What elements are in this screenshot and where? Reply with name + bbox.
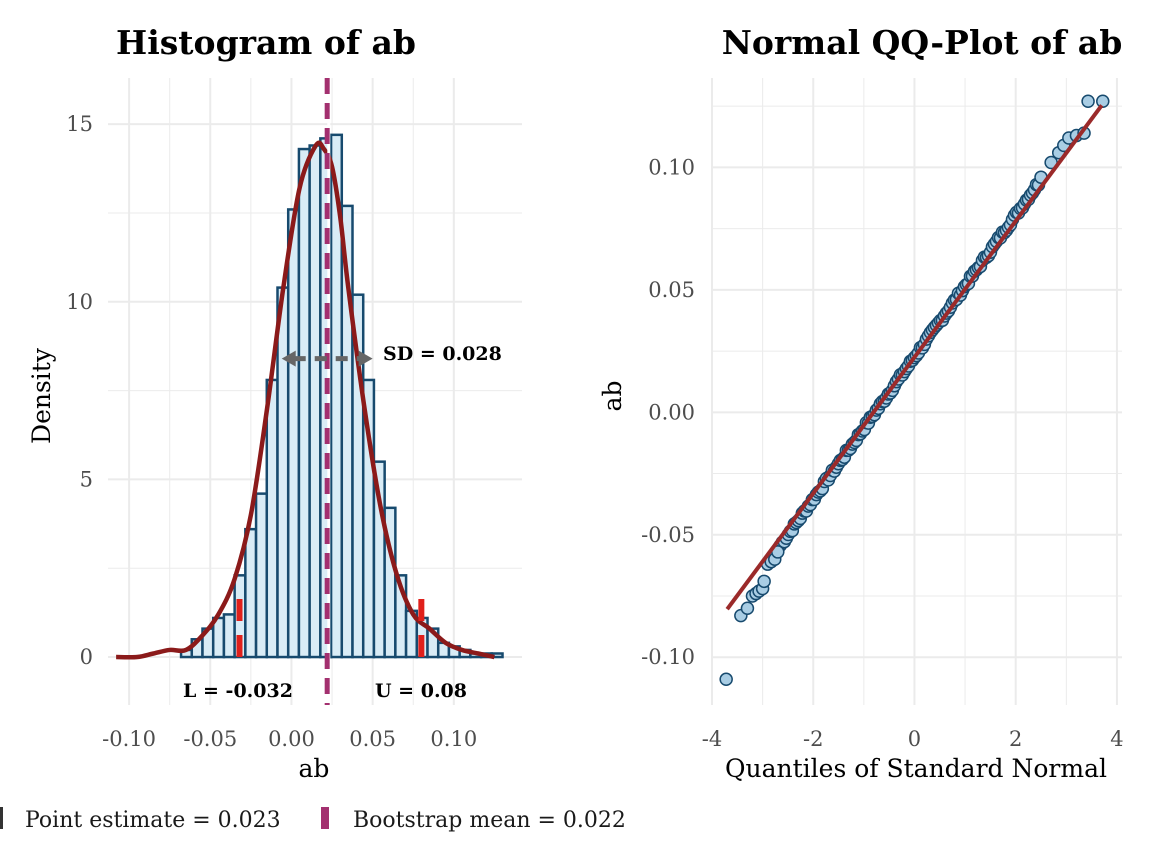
qq-point [740,601,755,616]
upper-bound-label: U = 0.08 [375,680,467,702]
histogram-bar [286,208,301,659]
x-tick-label: -0.05 [183,727,237,751]
y-tick-label: 0 [80,645,93,669]
histogram-bar [244,527,258,659]
qq-point [1096,94,1110,109]
qq-reference-line [725,104,1104,611]
x-tick-label: -0.10 [102,727,156,751]
qq-point [719,672,733,687]
legend-key-point-estimate [0,807,3,829]
qq-x-tick-labels: -4 -2 0 2 4 [702,727,1124,751]
y-tick-label: -0.10 [641,645,695,669]
histogram-bar [297,147,311,659]
x-tick-label: 4 [1110,727,1123,751]
sd-arrow [281,350,373,367]
legend-label-bootstrap-mean: Bootstrap mean = 0.022 [353,808,626,833]
histogram-bar [265,378,279,659]
histogram-panel: SD = 0.028 L = -0.032 U = 0.08 -0.10 -0.0… [27,23,522,783]
x-tick-label: -2 [803,727,823,751]
legend: Point estimate = 0.023 Bootstrap mean = … [0,807,626,833]
legend-key-bootstrap-mean [321,807,329,829]
y-tick-label: -0.05 [641,523,695,547]
qq-point [757,574,771,589]
histogram-title: Histogram of ab [116,23,416,62]
x-tick-label: -4 [702,727,722,751]
x-tick-label: 0 [908,727,921,751]
histogram-bar [254,492,269,659]
ci-markers [236,585,425,658]
x-tick-label: 0.05 [349,727,396,751]
y-tick-label: 0.10 [648,155,695,179]
y-tick-label: 10 [66,290,93,314]
qq-x-axis-title: Quantiles of Standard Normal [725,754,1107,783]
y-tick-label: 0.00 [648,400,695,424]
histogram-bar [222,613,236,659]
qq-plot-panel: -4 -2 0 2 4 -0.10 -0.05 0.00 0.05 0.10 Normal QQ… [598,23,1124,783]
lower-bound-label: L = -0.032 [183,680,293,702]
sd-label: SD = 0.028 [383,343,502,365]
sd-arrow-head-right [358,350,373,367]
x-tick-label: 0.00 [268,727,315,751]
histogram-y-axis-title: Density [27,347,56,444]
qq-y-axis-title: ab [598,381,627,412]
y-tick-label: 0.05 [648,278,695,302]
y-tick-label: 15 [66,112,93,136]
x-tick-label: 2 [1009,727,1022,751]
histogram-bar [276,286,290,659]
y-tick-label: 5 [80,467,93,491]
histogram-y-tick-labels: 0 5 10 15 [66,112,93,669]
histogram-x-axis-title: ab [299,754,330,783]
histogram-x-tick-labels: -0.10 -0.05 0.00 0.05 0.10 [102,727,477,751]
legend-label-point-estimate: Point estimate = 0.023 [25,808,281,833]
qq-y-tick-labels: -0.10 -0.05 0.00 0.05 0.10 [641,155,695,669]
histogram-bar [308,144,322,659]
qq-title: Normal QQ-Plot of ab [722,23,1123,62]
x-tick-label: 0.10 [430,727,477,751]
sd-arrow-head-left [281,350,296,367]
density-curve [116,140,495,660]
qq-grid [711,78,1122,705]
qq-point [1081,94,1095,109]
